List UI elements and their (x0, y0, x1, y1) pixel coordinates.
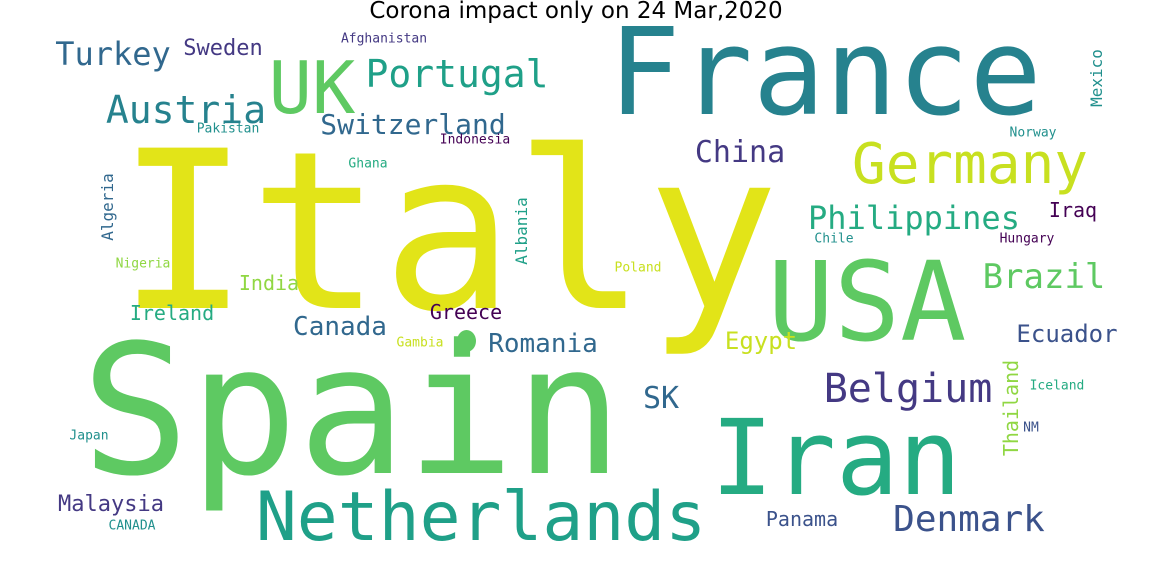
word-netherlands: Netherlands (255, 478, 707, 557)
word-sk: SK (642, 381, 680, 416)
word-nm: NM (1023, 420, 1039, 436)
word-algeria: Algeria (98, 173, 117, 241)
word-belgium: Belgium (823, 366, 993, 412)
word-gambia: Gambia (396, 335, 444, 351)
word-thailand: Thailand (999, 359, 1023, 457)
word-egypt: Egypt (724, 327, 798, 355)
word-norway: Norway (1009, 125, 1057, 141)
word-panama: Panama (765, 507, 839, 531)
word-afghanistan: Afghanistan (340, 31, 428, 47)
word-brazil: Brazil (982, 257, 1106, 297)
word-chile: Chile (814, 231, 854, 247)
word-iceland: Iceland (1029, 378, 1085, 394)
chart-title: Corona impact only on 24 Mar,2020 (369, 0, 783, 24)
word-austria: Austria (105, 88, 267, 132)
word-canada: Canada (293, 312, 387, 342)
word-denmark: Denmark (893, 499, 1045, 540)
word-turkey: Turkey (55, 35, 171, 73)
word-ecuador: Ecuador (1016, 320, 1118, 348)
word-iran: Iran (710, 397, 962, 519)
word-canada: CANADA (108, 518, 156, 534)
word-switzerland: Switzerland (320, 108, 506, 141)
word-spain: Spain (81, 307, 623, 516)
word-albania: Albania (512, 197, 531, 265)
word-mexico: Mexico (1087, 49, 1106, 107)
word-france: France (608, 4, 1042, 143)
word-greece: Greece (429, 300, 503, 324)
word-philippines: Philippines (808, 199, 1020, 237)
word-uk: UK (268, 46, 356, 130)
word-usa: USA (767, 238, 967, 366)
word-india: India (238, 271, 300, 295)
word-ireland: Ireland (129, 301, 215, 325)
word-japan: Japan (69, 428, 109, 444)
word-nigeria: Nigeria (115, 256, 171, 272)
word-sweden: Sweden (183, 36, 263, 61)
word-pakistan: Pakistan (196, 121, 260, 137)
word-portugal: Portugal (365, 52, 549, 96)
word-romania: Romania (488, 329, 598, 359)
word-hungary: Hungary (999, 231, 1055, 247)
word-china: China (694, 135, 786, 170)
word-malaysia: Malaysia (58, 492, 164, 517)
word-italy: Italy (116, 104, 780, 360)
word-indonesia: Indonesia (439, 132, 511, 148)
dot-mark (457, 330, 476, 352)
word-ghana: Ghana (348, 156, 388, 172)
word-poland: Poland (614, 260, 662, 276)
word-iraq: Iraq (1048, 198, 1098, 222)
word-germany: Germany (851, 132, 1089, 197)
